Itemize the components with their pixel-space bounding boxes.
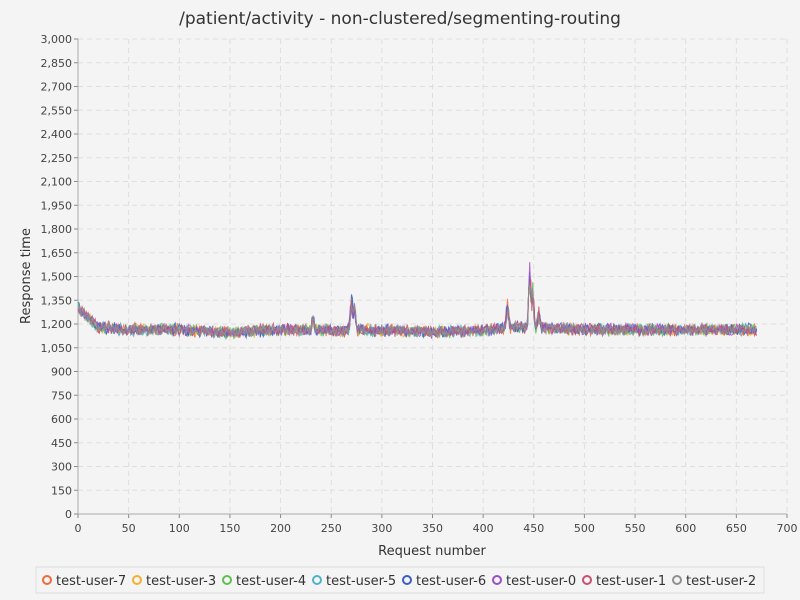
legend-label-test-user-1: test-user-1 [596,574,666,589]
legend-marker-test-user-1 [582,575,592,585]
x-tick-label: 150 [219,522,240,535]
y-tick-label: 1,200 [41,318,73,331]
x-tick-label: 450 [523,522,544,535]
legend-marker-test-user-7 [42,575,52,585]
x-tick-label: 550 [625,522,646,535]
x-axis-label: Request number [378,544,486,559]
legend-label-test-user-5: test-user-5 [326,574,396,589]
legend-label-test-user-0: test-user-0 [506,574,576,589]
y-tick-label: 750 [51,389,72,402]
legend: test-user-7 test-user-3 test-user-4 test-us… [35,566,765,594]
series-lines [77,262,758,341]
legend-box [35,566,765,594]
x-tick-label: 0 [75,522,82,535]
x-tick-label: 250 [321,522,342,535]
legend-label-test-user-3: test-user-3 [146,574,216,589]
legend-marker-test-user-2 [672,575,682,585]
y-tick-label: 2,250 [41,152,73,165]
y-tick-label: 300 [51,461,72,474]
legend-marker-test-user-4 [222,575,232,585]
y-tick-label: 2,400 [41,128,73,141]
y-tick-label: 1,500 [41,271,73,284]
y-tick-label: 1,350 [41,294,73,307]
legend-label-test-user-2: test-user-2 [686,574,756,589]
x-tick-label: 350 [422,522,443,535]
y-tick-label: 2,700 [41,81,73,94]
y-axis-label: Response time [19,228,34,324]
y-tick-label: 2,100 [41,176,73,189]
x-tick-label: 50 [122,522,136,535]
y-tick-label: 3,000 [41,33,73,46]
y-tick-label: 2,550 [41,104,73,117]
tick-labels: 0 150 300 450 600 750 900 1,050 1,200 1,350 1,500 1… [41,33,798,535]
y-tick-label: 1,650 [41,247,73,260]
legend-marker-test-user-5 [312,575,322,585]
legend-marker-test-user-0 [492,575,502,585]
x-tick-label: 100 [169,522,190,535]
legend-marker-test-user-3 [132,575,142,585]
chart-title: /patient/activity - non-clustered/segmen… [179,9,621,29]
legend-label-test-user-4: test-user-4 [236,574,306,589]
x-tick-label: 500 [574,522,595,535]
x-tick-label: 400 [473,522,494,535]
series-line-test-user-2 [77,284,757,339]
x-tick-label: 200 [270,522,291,535]
y-tick-label: 2,850 [41,57,73,70]
axes [74,38,788,518]
y-tick-label: 1,800 [41,223,73,236]
y-tick-label: 0 [65,508,72,521]
x-tick-label: 300 [371,522,392,535]
y-tick-label: 600 [51,413,72,426]
x-tick-label: 600 [675,522,696,535]
y-tick-label: 450 [51,437,72,450]
grid [77,38,788,515]
y-tick-label: 1,950 [41,199,73,212]
legend-label-test-user-7: test-user-7 [56,574,126,589]
y-tick-label: 1,050 [41,342,73,355]
legend-label-test-user-6: test-user-6 [416,574,486,589]
legend-marker-test-user-6 [402,575,412,585]
y-tick-label: 150 [51,484,72,497]
x-tick-label: 700 [777,522,798,535]
x-tick-label: 650 [726,522,747,535]
y-tick-label: 900 [51,366,72,379]
